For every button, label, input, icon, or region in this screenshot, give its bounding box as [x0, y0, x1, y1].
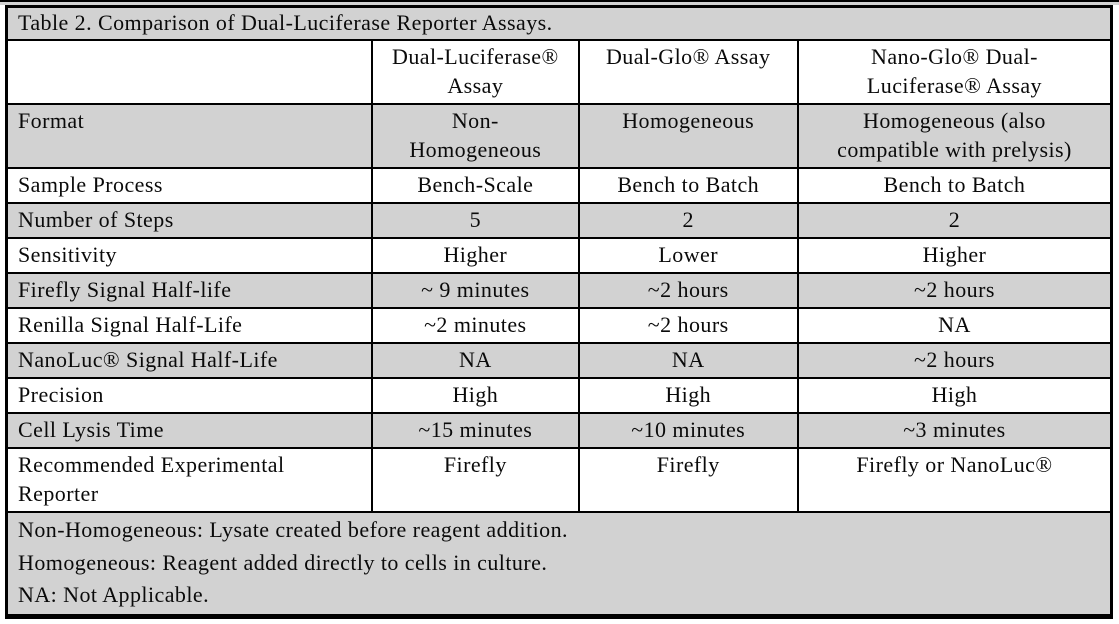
value-cell: Bench to Batch	[796, 167, 1113, 204]
row-label-cell-lysis-time: Cell Lysis Time	[5, 412, 374, 449]
value-cell: Non- Homogeneous	[371, 103, 580, 169]
table-row: Table 2. Comparison of Dual-Luciferase R…	[5, 5, 1113, 41]
table-row: NanoLuc® Signal Half-Life NA NA ~2 hours	[5, 342, 1113, 379]
value-cell: ~ 9 minutes	[371, 272, 580, 309]
table-row: Dual-Luciferase® Assay Dual-Glo® Assay N…	[5, 39, 1113, 105]
column-header-dual-luciferase: Dual-Luciferase® Assay	[371, 39, 580, 105]
table-row: Cell Lysis Time ~15 minutes ~10 minutes …	[5, 412, 1113, 449]
column-header-dual-glo: Dual-Glo® Assay	[577, 39, 799, 105]
column-header-empty	[5, 39, 374, 105]
row-label-firefly-half-life: Firefly Signal Half-life	[5, 272, 374, 309]
value-cell: ~10 minutes	[577, 412, 799, 449]
value-cell: Firefly	[371, 447, 580, 513]
value-cell: 2	[796, 202, 1113, 239]
value-cell: High	[371, 377, 580, 414]
table-title: Table 2. Comparison of Dual-Luciferase R…	[5, 5, 1113, 41]
value-cell: NA	[796, 307, 1113, 344]
row-label-precision: Precision	[5, 377, 374, 414]
value-cell: ~2 hours	[796, 272, 1113, 309]
row-label-nanoluc-half-life: NanoLuc® Signal Half-Life	[5, 342, 374, 379]
row-label-recommended-reporter: Recommended Experimental Reporter	[5, 447, 374, 513]
value-cell: ~2 hours	[796, 342, 1113, 379]
value-cell: NA	[577, 342, 799, 379]
table-footnotes: Non-Homogeneous: Lysate created before r…	[5, 511, 1113, 617]
value-cell: Homogeneous (also compatible with prelys…	[796, 103, 1113, 169]
value-cell: Higher	[371, 237, 580, 274]
top-edge-rule	[0, 0, 1119, 2]
value-cell: Firefly	[577, 447, 799, 513]
table-row: Firefly Signal Half-life ~ 9 minutes ~2 …	[5, 272, 1113, 309]
value-cell: Bench to Batch	[577, 167, 799, 204]
table-row: Number of Steps 5 2 2	[5, 202, 1113, 239]
value-cell: Lower	[577, 237, 799, 274]
comparison-table: Table 2. Comparison of Dual-Luciferase R…	[5, 5, 1113, 619]
table-row: Non-Homogeneous: Lysate created before r…	[5, 511, 1113, 617]
value-cell: Bench-Scale	[371, 167, 580, 204]
row-label-sensitivity: Sensitivity	[5, 237, 374, 274]
value-cell: NA	[371, 342, 580, 379]
value-cell: High	[796, 377, 1113, 414]
row-label-number-of-steps: Number of Steps	[5, 202, 374, 239]
value-cell: Higher	[796, 237, 1113, 274]
value-cell: ~2 minutes	[371, 307, 580, 344]
table-row: Sensitivity Higher Lower Higher	[5, 237, 1113, 274]
table-row: Recommended Experimental Reporter Firefl…	[5, 447, 1113, 513]
table-row: Format Non- Homogeneous Homogeneous Homo…	[5, 103, 1113, 169]
value-cell: 5	[371, 202, 580, 239]
value-cell: ~2 hours	[577, 272, 799, 309]
value-cell: ~15 minutes	[371, 412, 580, 449]
table-row: Precision High High High	[5, 377, 1113, 414]
row-label-format: Format	[5, 103, 374, 169]
value-cell: Homogeneous	[577, 103, 799, 169]
value-cell: 2	[577, 202, 799, 239]
top-margin-gap	[0, 2, 1119, 5]
table-row: Sample Process Bench-Scale Bench to Batc…	[5, 167, 1113, 204]
value-cell: Firefly or NanoLuc®	[796, 447, 1113, 513]
value-cell: ~3 minutes	[796, 412, 1113, 449]
row-label-sample-process: Sample Process	[5, 167, 374, 204]
table-row: Renilla Signal Half-Life ~2 minutes ~2 h…	[5, 307, 1113, 344]
column-header-nano-glo: Nano-Glo® Dual- Luciferase® Assay	[796, 39, 1113, 105]
row-label-renilla-half-life: Renilla Signal Half-Life	[5, 307, 374, 344]
value-cell: ~2 hours	[577, 307, 799, 344]
value-cell: High	[577, 377, 799, 414]
